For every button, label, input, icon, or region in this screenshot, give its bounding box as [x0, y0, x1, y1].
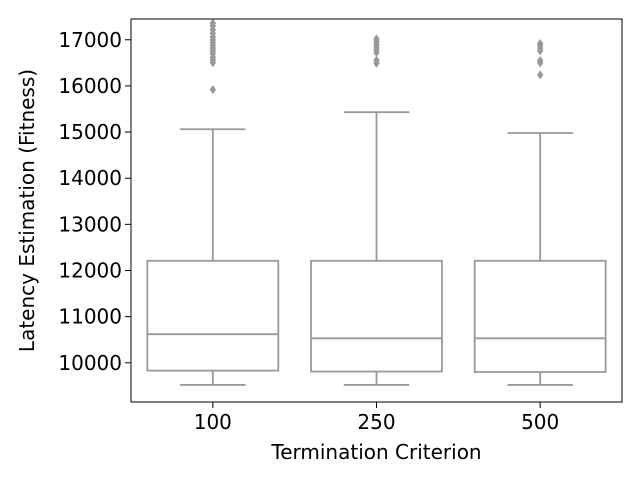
box-100: [146, 18, 280, 386]
outlier-point: [209, 85, 217, 95]
outlier-point: [373, 55, 380, 65]
box-250: [310, 34, 443, 386]
outlier-point: [536, 38, 544, 48]
y-axis-label: Latency Estimation (Fitness): [15, 69, 39, 352]
y-tick-label: 12000: [58, 258, 122, 282]
x-axis: 100 250 500: [194, 402, 559, 434]
outlier-point: [373, 34, 380, 44]
x-tick-label: 250: [357, 410, 395, 434]
y-tick-label: 13000: [58, 212, 122, 236]
y-tick-label: 11000: [58, 305, 122, 329]
x-tick-label: 100: [194, 410, 232, 434]
y-tick-label: 10000: [58, 351, 122, 375]
outlier-point: [209, 18, 217, 28]
y-tick-label: 14000: [58, 166, 122, 190]
y-tick-label: 15000: [58, 120, 122, 144]
outlier-point: [536, 70, 544, 80]
box-500: [473, 38, 607, 386]
iqr-box: [310, 259, 443, 373]
axes-frame: [130, 18, 623, 403]
y-tick-label: 17000: [58, 28, 122, 52]
plot-area: [146, 18, 607, 386]
y-axis: 10000 11000 12000 13000 14000 15000 16000 17000: [58, 28, 131, 375]
iqr-box: [473, 259, 607, 373]
x-tick-label: 500: [521, 410, 559, 434]
iqr-box: [146, 259, 280, 372]
x-axis-label: Termination Criterion: [270, 440, 481, 464]
outlier-point: [536, 56, 544, 66]
y-tick-label: 16000: [58, 74, 122, 98]
